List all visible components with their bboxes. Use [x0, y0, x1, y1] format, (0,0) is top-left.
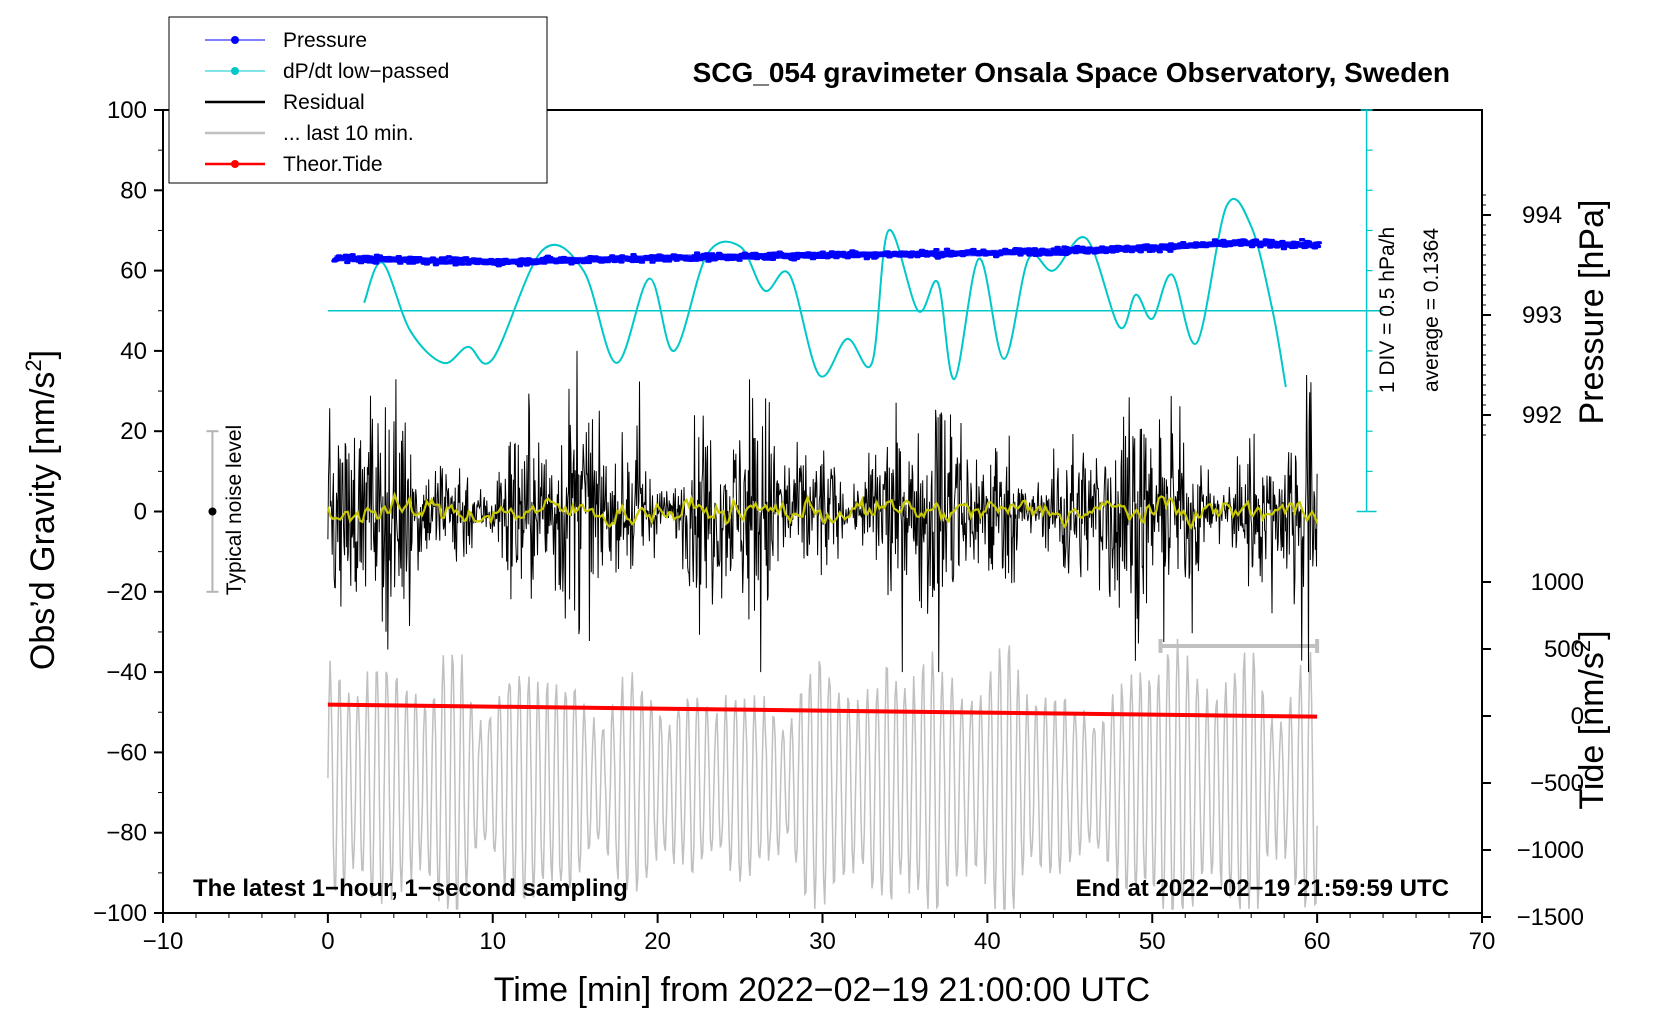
y-tick-label: −60: [106, 739, 147, 766]
bottom-left-note: The latest 1−hour, 1−second sampling: [193, 875, 628, 902]
theoretical-tide-line: [327, 702, 1318, 719]
average-label: average = 0.1364: [1420, 228, 1443, 392]
axis-ticks: −10 0 10 20 30 40 50 60 70−100−80−60−40−20020406…: [93, 97, 1584, 955]
legend: Pressure dP/dt low−passed Residual ... last…: [168, 16, 548, 184]
x-tick-label: 0: [321, 928, 334, 955]
y-tick-label: 80: [120, 177, 147, 204]
legend-label: ... last 10 min.: [283, 122, 414, 145]
x-tick-label: 10: [479, 928, 506, 955]
y-axis-label-pressure: Pressure [hPa]: [1573, 200, 1611, 425]
y-tick-label: 20: [120, 418, 147, 445]
y-axis-label-left: Obs’d Gravity [nm/s2]: [21, 350, 62, 670]
x-tick-label: 20: [644, 928, 671, 955]
x-tick-label: −10: [143, 928, 184, 955]
last-10min-trace: [327, 638, 1318, 910]
y-axis-label-tide: Tide [nm/s2]: [1570, 630, 1611, 809]
residual-smoothed-trace: [326, 491, 1319, 531]
x-tick-label: 40: [974, 928, 1001, 955]
pressure-tick-label: 993: [1522, 302, 1562, 329]
tide-tick-label: −500: [1530, 770, 1584, 797]
tide-tick-label: 500: [1544, 636, 1584, 663]
scale-division-label: 1 DIV = 0.5 hPa/h: [1376, 227, 1399, 393]
pressure-tick-label: 992: [1522, 402, 1562, 429]
legend-label: Pressure: [283, 29, 367, 52]
pressure-trend-band: [334, 239, 1319, 265]
x-tick-label: 30: [809, 928, 836, 955]
noise-level-label: Typical noise level: [223, 425, 246, 595]
tide-tick-label: 1000: [1531, 569, 1584, 596]
noise-level-dot: [208, 507, 217, 516]
legend-marker: [231, 36, 239, 44]
tide-tick-label: −1000: [1517, 837, 1584, 864]
x-tick-label: 70: [1469, 928, 1496, 955]
legend-label: Theor.Tide: [283, 153, 383, 176]
legend-label: Residual: [283, 91, 365, 114]
y-tick-label: −40: [106, 659, 147, 686]
pressure-tick-label: 994: [1522, 202, 1562, 229]
y-tick-label: 40: [120, 338, 147, 365]
tide-tick-label: 0: [1571, 703, 1584, 730]
tide-tick-label: −1500: [1517, 904, 1584, 931]
data-layer: [206, 109, 1384, 910]
x-tick-label: 60: [1304, 928, 1331, 955]
chart-title: SCG_054 gravimeter Onsala Space Observat…: [693, 57, 1450, 88]
residual-trace: [327, 350, 1318, 673]
legend-marker: [231, 67, 239, 75]
y-tick-label: 60: [120, 258, 147, 285]
y-tick-label: −20: [106, 579, 147, 606]
x-tick-label: 50: [1139, 928, 1166, 955]
x-axis-label: Time [min] from 2022−02−19 21:00:00 UTC: [494, 971, 1150, 1009]
y-tick-label: 100: [107, 97, 147, 124]
legend-label: dP/dt low−passed: [283, 60, 449, 83]
bottom-right-note: End at 2022−02−19 21:59:59 UTC: [1075, 875, 1449, 902]
legend-box: [168, 16, 548, 184]
legend-marker: [231, 160, 239, 168]
y-tick-label: −100: [93, 900, 147, 927]
dpdt-lowpassed-curve: [363, 197, 1287, 388]
y-tick-label: −80: [106, 820, 147, 847]
y-tick-label: 0: [134, 499, 147, 526]
